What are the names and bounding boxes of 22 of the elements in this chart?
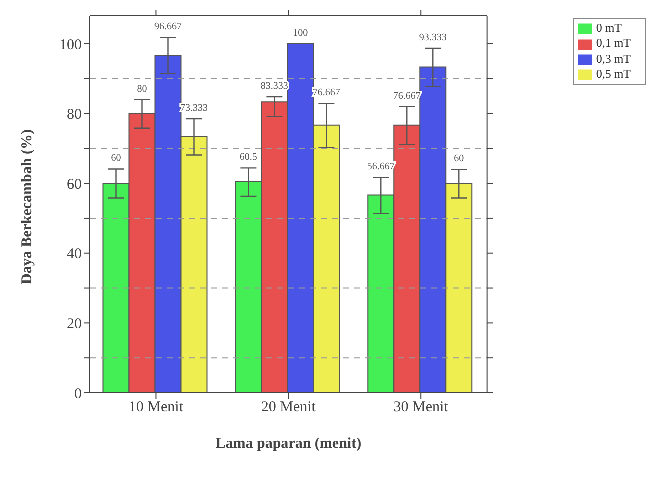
legend-label: 0,1 mT <box>596 36 631 50</box>
data-label: 80 <box>137 84 148 95</box>
legend-label: 0,3 mT <box>596 52 631 66</box>
y-tick-label: 20 <box>67 316 82 333</box>
data-label: 96.667 <box>154 22 182 33</box>
legend-label: 0,5 mT <box>596 66 631 81</box>
y-tick-label: 0 <box>74 386 82 402</box>
y-tick-label: 40 <box>67 246 82 263</box>
x-tick-label: 30 Menit <box>394 400 450 416</box>
data-label: 60.5 <box>240 152 258 164</box>
y-tick-label: 100 <box>60 37 82 54</box>
y-tick-label: 80 <box>67 107 82 124</box>
x-tick-label: 20 Menit <box>261 400 317 416</box>
x-axis-title: Lama paparan (menit) <box>216 436 362 452</box>
y-axis-title: Daya Berkecambah (%) <box>19 130 36 284</box>
data-label: 100 <box>293 28 308 39</box>
data-label: 93.333 <box>419 32 447 44</box>
data-label: 60 <box>454 154 464 165</box>
x-tick-label: 10 Menit <box>128 400 184 416</box>
legend-label: 0 mT <box>596 21 622 35</box>
y-tick-label: 60 <box>67 176 82 193</box>
data-label: 60 <box>111 153 122 164</box>
